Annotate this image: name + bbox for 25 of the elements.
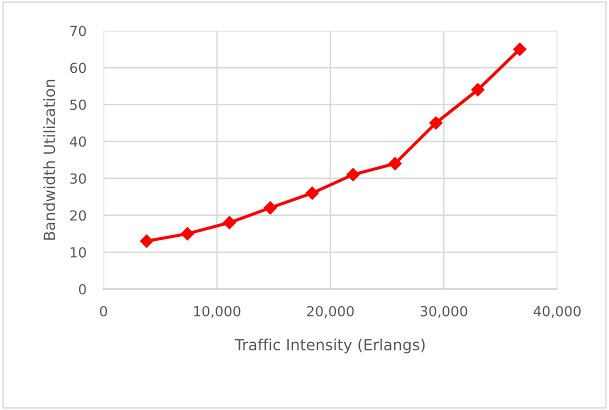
point	[429, 116, 442, 130]
point	[222, 216, 236, 230]
y-tick-label: 40	[70, 136, 86, 147]
point	[471, 83, 484, 96]
y-tick-label: 10	[70, 247, 86, 258]
y-tick-label: 70	[70, 26, 86, 36]
x-axis-title: Traffic Intensity (Erlangs)	[234, 338, 425, 354]
x-tick-label: 0	[100, 306, 108, 316]
x-tick-label: 30,000	[420, 306, 468, 318]
point	[140, 234, 154, 248]
x-tick-label: 20,000	[307, 306, 354, 318]
y-axis-title: Bandwidth Utilization	[43, 80, 56, 240]
y-tick-label: 20	[70, 210, 86, 221]
point	[388, 157, 402, 170]
y-tick-label: 0	[78, 284, 86, 295]
x-tick-label: 40,000	[534, 306, 581, 318]
point	[346, 168, 360, 182]
point	[180, 227, 194, 240]
point	[306, 186, 319, 200]
y-tick-label: 50	[70, 100, 86, 110]
x-tick-label: 10,000	[194, 306, 240, 318]
point	[513, 42, 526, 56]
y-tick-label: 30	[70, 173, 86, 184]
y-tick-label: 60	[70, 62, 86, 74]
point	[264, 201, 277, 214]
